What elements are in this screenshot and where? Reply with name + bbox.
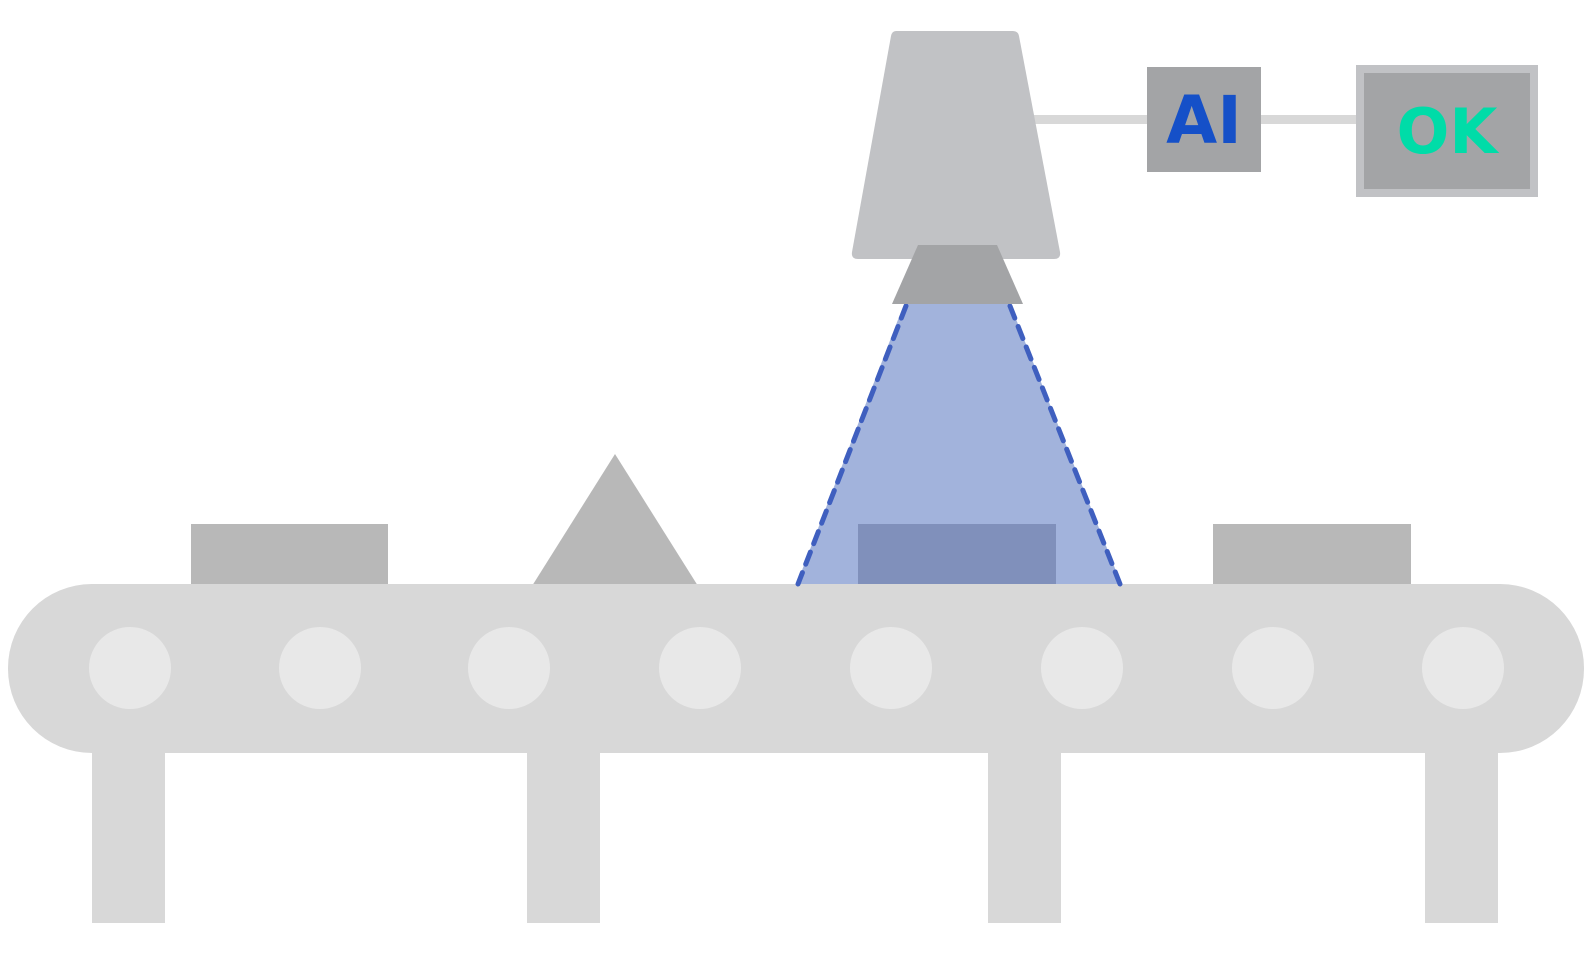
roller (1422, 627, 1504, 709)
roller (468, 627, 550, 709)
conveyor-rollers (89, 627, 1504, 709)
conveyor-leg (527, 740, 600, 923)
camera-body (851, 31, 1061, 259)
ai-box (1147, 67, 1261, 172)
ai-label: AI (1166, 82, 1242, 159)
cable-camera-to-ai (1030, 115, 1148, 124)
roller (1041, 627, 1123, 709)
conveyor-leg (1425, 740, 1498, 923)
roller (659, 627, 741, 709)
field-of-view-edge-left (795, 303, 909, 587)
conveyor-leg (988, 740, 1061, 923)
camera-lens (892, 245, 1023, 304)
item-box-under-inspection (858, 524, 1056, 586)
item-triangle (532, 454, 698, 586)
item-box (191, 524, 388, 586)
conveyor-legs (92, 740, 1498, 923)
roller (1232, 627, 1314, 709)
conveyor-leg (92, 740, 165, 923)
roller (89, 627, 171, 709)
conveyor-belt (8, 584, 1584, 753)
item-box (1213, 524, 1411, 586)
roller (850, 627, 932, 709)
cable-ai-to-result (1258, 115, 1359, 124)
ok-label: OK (1397, 95, 1500, 168)
result-box (1356, 65, 1538, 197)
field-of-view-edge-right (1007, 303, 1123, 587)
roller (279, 627, 361, 709)
